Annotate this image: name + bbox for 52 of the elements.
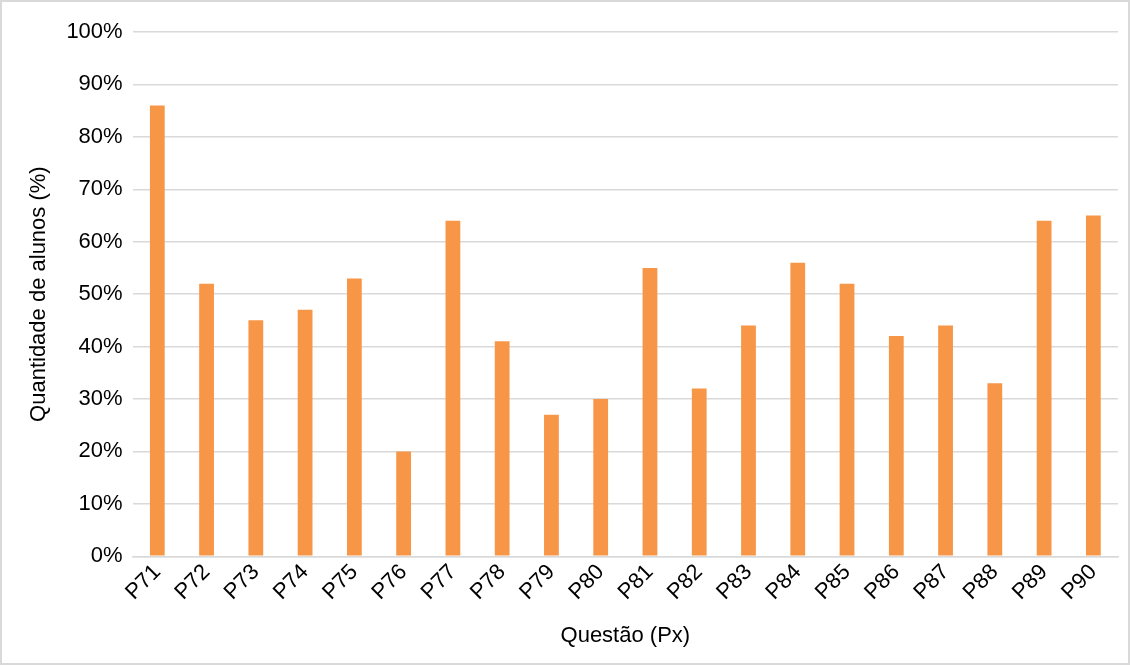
y-tick-label: 100% bbox=[66, 18, 123, 44]
x-tick-label: P86 bbox=[858, 558, 905, 605]
bar bbox=[199, 283, 214, 556]
bar bbox=[396, 451, 412, 556]
bar bbox=[888, 336, 904, 556]
x-tick-label: P75 bbox=[316, 558, 363, 605]
y-tick-label: 10% bbox=[78, 489, 123, 515]
bar bbox=[790, 262, 806, 556]
bar bbox=[938, 325, 953, 556]
bar bbox=[1036, 220, 1052, 556]
bar bbox=[445, 220, 461, 556]
y-axis-title: Quantidade de alunos (%) bbox=[25, 166, 51, 422]
y-tick-label: 80% bbox=[78, 122, 123, 148]
x-tick-label: P90 bbox=[1055, 558, 1102, 605]
bar bbox=[593, 398, 609, 556]
x-tick-label: P84 bbox=[760, 558, 806, 605]
x-tick-label: P85 bbox=[809, 558, 855, 605]
bar bbox=[297, 309, 313, 556]
x-tick-label: P79 bbox=[513, 558, 560, 605]
y-tick-label: 20% bbox=[78, 437, 123, 463]
y-tick-label: 70% bbox=[78, 175, 123, 201]
x-tick-label: P77 bbox=[415, 558, 461, 605]
x-tick-label: P81 bbox=[612, 558, 658, 605]
bar bbox=[494, 341, 510, 556]
bar bbox=[346, 278, 362, 556]
y-tick-label: 60% bbox=[78, 227, 123, 253]
x-tick-label: P73 bbox=[218, 558, 264, 605]
x-tick-label: P74 bbox=[267, 558, 313, 605]
bar bbox=[839, 283, 855, 556]
x-tick-label: P88 bbox=[957, 558, 1003, 605]
bar bbox=[1085, 215, 1101, 556]
bar bbox=[248, 320, 264, 556]
bar bbox=[691, 388, 707, 556]
y-tick-label: 90% bbox=[78, 70, 123, 96]
x-axis-title: Questão (Px) bbox=[560, 621, 691, 647]
y-tick-label: 40% bbox=[78, 332, 123, 358]
x-tick-label: P83 bbox=[710, 558, 757, 605]
x-tick-label: P87 bbox=[908, 558, 954, 605]
x-tick-label: P89 bbox=[1006, 558, 1052, 605]
y-tick-label: 50% bbox=[78, 280, 123, 306]
y-tick-label: 30% bbox=[78, 385, 123, 411]
bar bbox=[642, 267, 658, 556]
bar bbox=[987, 383, 1003, 556]
x-tick-label: P78 bbox=[464, 558, 510, 605]
bar bbox=[149, 105, 165, 556]
y-tick-label: 0% bbox=[90, 542, 123, 568]
bar bbox=[741, 325, 756, 556]
x-tick-label: P76 bbox=[366, 558, 412, 605]
bar bbox=[544, 414, 559, 556]
x-tick-label: P72 bbox=[169, 558, 215, 605]
x-tick-label: P82 bbox=[661, 558, 708, 605]
x-tick-label: P80 bbox=[563, 558, 609, 605]
